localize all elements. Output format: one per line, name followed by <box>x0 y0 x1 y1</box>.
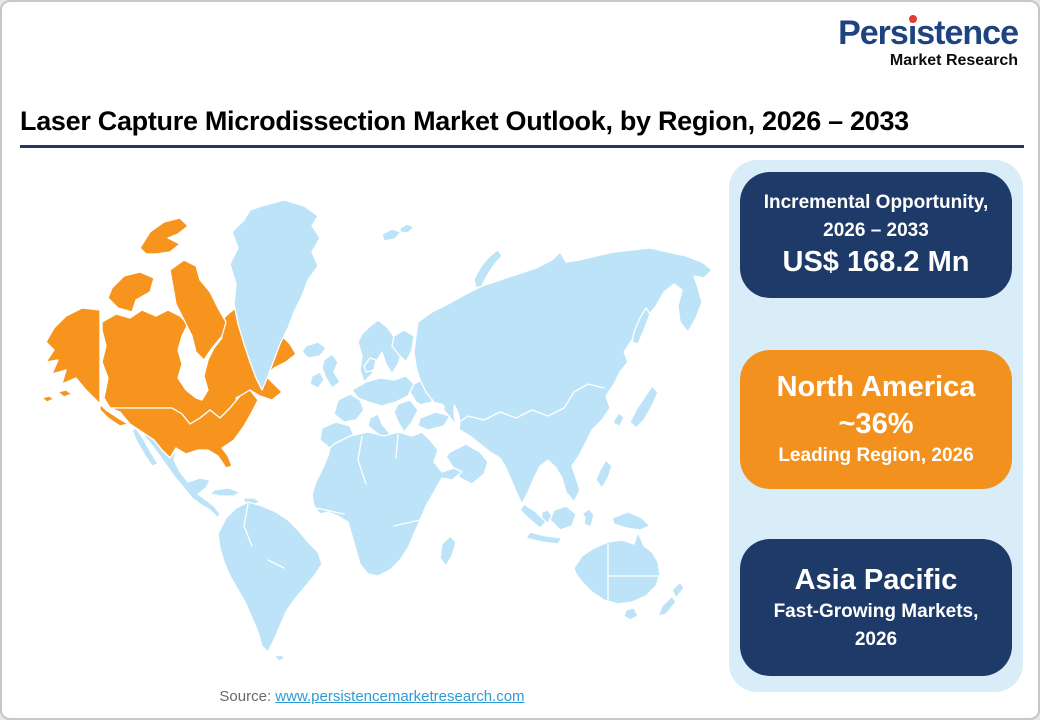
map-inland-seas <box>419 402 461 432</box>
logo-subtitle: Market Research <box>889 52 1018 69</box>
logo-wordmark: Persistence <box>838 14 1019 52</box>
logo-text-part: Pers <box>838 14 909 52</box>
card-subtitle: 2026 <box>854 628 898 650</box>
source-label: Source: <box>219 688 272 705</box>
map-land-masses <box>131 199 713 662</box>
card-value: US$ 168.2 Mn <box>782 246 970 279</box>
title-underline <box>20 145 1024 148</box>
card-value: ~36% <box>838 407 914 440</box>
page-title: Laser Capture Microdissection Market Out… <box>20 106 909 136</box>
card-line: 2026 – 2033 <box>823 219 929 241</box>
card-north-america: North America ~36% Leading Region, 2026 <box>740 350 1012 489</box>
card-line: Incremental Opportunity, <box>763 192 989 214</box>
stats-panel: Incremental Opportunity, 2026 – 2033 US$… <box>729 160 1023 692</box>
card-subtitle: Leading Region, 2026 <box>778 444 974 466</box>
source-note: Source: www.persistencemarketresearch.co… <box>22 688 722 705</box>
card-incremental-opportunity: Incremental Opportunity, 2026 – 2033 US$… <box>740 172 1012 298</box>
card-title: North America <box>776 371 976 404</box>
logo-text-part: stence <box>916 14 1019 52</box>
card-subtitle: Fast-Growing Markets, <box>773 601 979 623</box>
world-map <box>22 160 722 692</box>
brand-logo: Persistence Market Research <box>838 14 1019 69</box>
source-link[interactable]: www.persistencemarketresearch.com <box>275 688 525 705</box>
map-country-borders <box>243 383 659 601</box>
logo-red-dot-i: i <box>907 14 918 52</box>
card-asia-pacific: Asia Pacific Fast-Growing Markets, 2026 <box>740 539 1012 676</box>
card-title: Asia Pacific <box>794 563 958 596</box>
world-map-svg <box>41 199 713 662</box>
